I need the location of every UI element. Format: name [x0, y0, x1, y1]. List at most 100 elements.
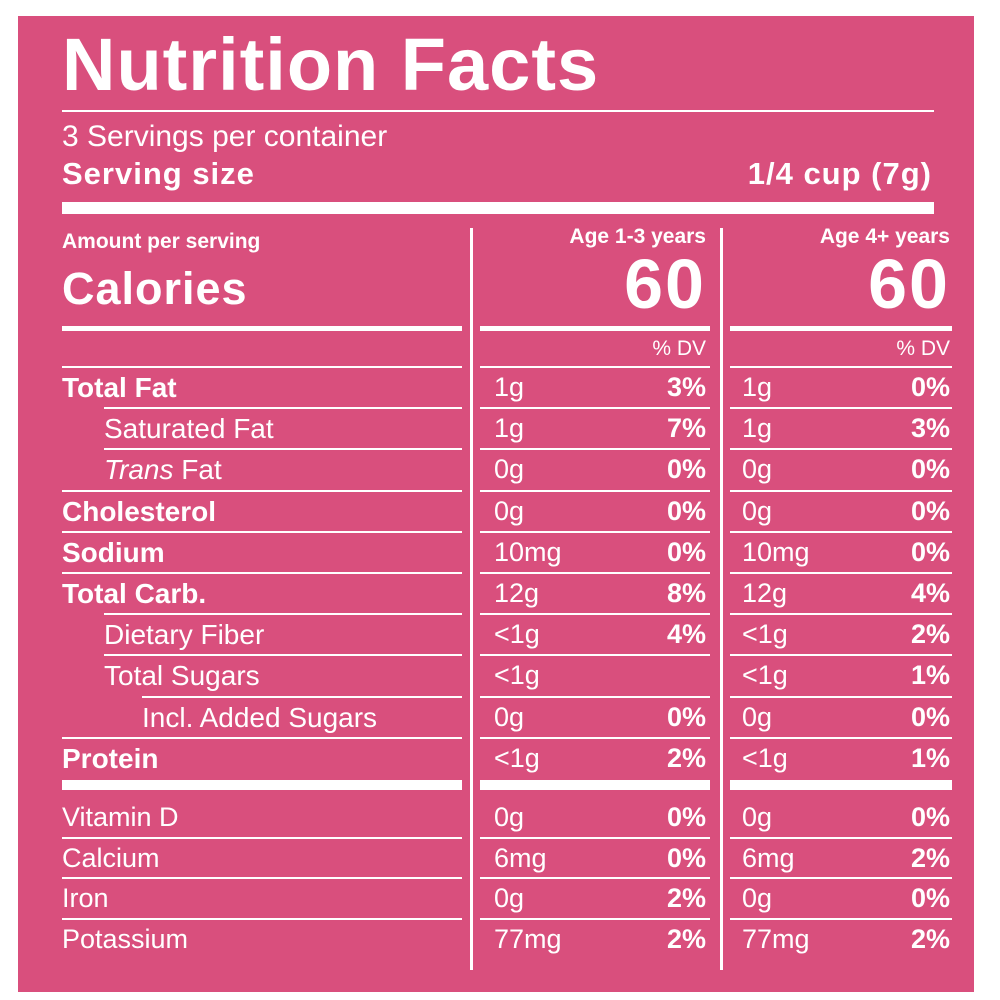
amount-age-4-plus: <1g: [742, 619, 788, 650]
calories-divider-right: [730, 326, 952, 331]
dv-age-1-3: 4%: [666, 619, 706, 650]
dv-age-4-plus: 3%: [910, 413, 950, 444]
dv-age-4-plus: 0%: [910, 536, 950, 567]
nutrition-facts-panel: Nutrition Facts 3 Servings per container…: [18, 16, 974, 992]
nutrient-label: Incl. Added Sugars: [142, 701, 378, 733]
row-divider: [730, 613, 952, 616]
calories-label: Calories: [62, 263, 248, 314]
vitamin-amount-age-1-3: 0g: [494, 883, 525, 913]
amount-age-1-3: 1g: [494, 372, 525, 402]
vitamin-dv-age-1-3: 0%: [666, 842, 706, 873]
dv-age-4-plus: 0%: [910, 495, 950, 526]
dv-age-4-plus: 0%: [910, 454, 950, 485]
row-divider: [730, 654, 952, 657]
vitamin-row-divider: [62, 836, 462, 839]
row-divider: [480, 613, 710, 616]
amount-age-1-3: 1g: [494, 413, 525, 444]
dv-age-4-plus: 1%: [910, 742, 950, 773]
amount-per-serving: Amount per serving: [62, 230, 261, 253]
vitamin-label: Vitamin D: [62, 802, 179, 832]
amount-age-4-plus: 1g: [742, 413, 773, 444]
dv-age-4-plus: 0%: [910, 701, 950, 732]
nutrient-label: Total Carb.: [62, 578, 207, 609]
row-divider: [62, 530, 462, 533]
row-divider: [480, 489, 710, 492]
vitamin-dv-age-4-plus: 2%: [910, 923, 950, 954]
vitamin-section-divider: [730, 780, 952, 790]
vitamin-dv-age-4-plus: 2%: [910, 842, 950, 873]
vitamin-row-divider: [62, 917, 462, 920]
dv-age-1-3: 7%: [666, 413, 706, 444]
thick-divider: [62, 202, 934, 214]
dv-age-1-3: 3%: [666, 372, 706, 402]
vitamin-row-divider: [730, 917, 952, 920]
amount-age-4-plus: <1g: [742, 660, 788, 691]
vitamin-dv-age-1-3: 2%: [666, 923, 706, 954]
vitamin-label: Calcium: [62, 842, 160, 873]
row-divider: [480, 572, 710, 574]
vitamin-amount-age-1-3: 6mg: [494, 842, 547, 873]
dv-age-4-plus: 2%: [910, 619, 950, 650]
panel-title: Nutrition Facts: [62, 23, 600, 106]
row-divider: [104, 407, 462, 410]
dv-header-divider: [480, 366, 710, 368]
column-header-age-1-3: Age 1-3 years: [569, 225, 706, 248]
row-divider: [62, 736, 462, 739]
dv-age-1-3: 2%: [666, 742, 706, 773]
vitamin-label: Potassium: [62, 923, 189, 954]
column-header-age-4-plus: Age 4+ years: [819, 225, 950, 248]
vitamin-row-divider: [62, 877, 462, 879]
amount-age-1-3: 0g: [494, 495, 525, 526]
dv-header-age-1-3: % DV: [652, 337, 706, 360]
calories-value-age-4-plus: 60: [868, 245, 950, 323]
nutrient-label-rest: Fat: [173, 454, 222, 486]
amount-age-4-plus: 0g: [742, 454, 773, 485]
dv-age-1-3: 0%: [666, 495, 706, 526]
dv-age-1-3: 0%: [666, 536, 706, 567]
amount-age-4-plus: 12g: [742, 578, 788, 608]
vitamin-amount-age-1-3: 77mg: [494, 923, 562, 954]
nutrient-label: Sodium: [62, 536, 165, 568]
vitamin-row-divider: [730, 836, 952, 839]
vitamin-row-divider: [480, 877, 710, 879]
amount-age-1-3: 10mg: [494, 536, 562, 567]
nutrient-label: Cholesterol: [62, 495, 217, 527]
row-divider: [480, 448, 710, 451]
calories-value-age-1-3: 60: [624, 245, 706, 323]
row-divider: [730, 489, 952, 492]
row-divider: [62, 572, 462, 574]
dv-age-1-3: 0%: [666, 454, 706, 485]
row-divider: [104, 654, 462, 657]
vitamin-amount-age-4-plus: 77mg: [742, 923, 810, 954]
vitamin-row-divider: [730, 877, 952, 879]
amount-age-4-plus: 1g: [742, 372, 773, 402]
calories-divider-mid: [480, 326, 710, 331]
vitamin-dv-age-1-3: 2%: [666, 883, 706, 913]
dv-age-4-plus: 4%: [910, 578, 950, 608]
vitamin-label: Iron: [62, 883, 109, 913]
vitamin-amount-age-4-plus: 6mg: [742, 842, 795, 873]
dv-age-4-plus: 1%: [910, 660, 950, 691]
servings-per-container: 3 Servings per container: [62, 120, 388, 153]
dv-age-1-3: 0%: [666, 701, 706, 732]
amount-age-1-3: 12g: [494, 578, 540, 608]
vitamin-amount-age-4-plus: 0g: [742, 802, 773, 832]
column-separator-2: [720, 228, 723, 970]
dv-header-age-4-plus: % DV: [896, 337, 950, 360]
dv-header-divider: [730, 366, 952, 368]
amount-age-4-plus: 10mg: [742, 536, 810, 567]
vitamin-amount-age-1-3: 0g: [494, 802, 525, 832]
nutrient-label-italic: Trans: [104, 454, 174, 486]
column-separator-1: [470, 228, 473, 970]
nutrient-label: Dietary Fiber: [104, 619, 265, 651]
amount-age-4-plus: <1g: [742, 742, 788, 773]
row-divider: [480, 736, 710, 739]
amount-age-1-3: <1g: [494, 660, 540, 691]
title-divider: [62, 110, 934, 112]
row-divider: [142, 695, 462, 698]
vitamin-row-divider: [480, 836, 710, 839]
calories-divider-left: [62, 326, 462, 331]
vitamin-amount-age-4-plus: 0g: [742, 883, 773, 913]
dv-age-1-3: 8%: [666, 578, 706, 608]
row-divider: [480, 530, 710, 533]
